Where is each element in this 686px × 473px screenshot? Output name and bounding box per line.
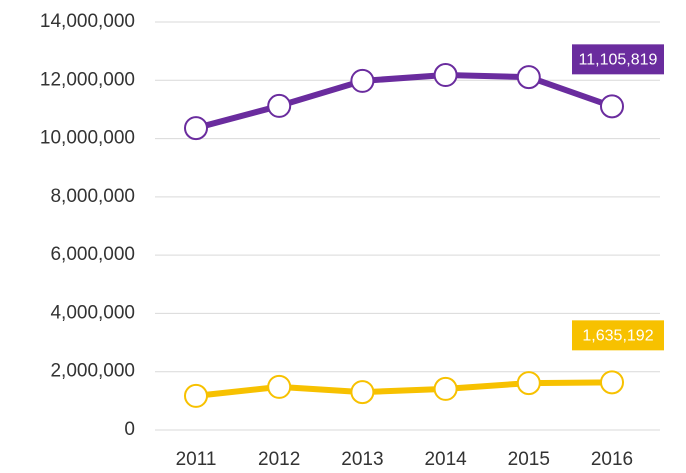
- point: [433, 376, 458, 401]
- series-line: [195, 379, 613, 399]
- point: [184, 116, 208, 141]
- value-label: 1,635,192: [582, 328, 653, 345]
- value-label: 11,105,819: [579, 52, 658, 69]
- y-tick-label: 14,000,000: [40, 11, 135, 32]
- point: [516, 371, 541, 396]
- y-tick-label: 6,000,000: [50, 244, 135, 265]
- point: [350, 380, 375, 405]
- point: [433, 63, 458, 88]
- point: [267, 374, 292, 399]
- value-label-box: [572, 44, 664, 75]
- x-tick-label: 2014: [424, 449, 467, 470]
- y-tick-label: 2,000,000: [50, 361, 135, 382]
- point: [600, 370, 624, 395]
- point: [600, 94, 624, 119]
- series-line: [195, 72, 613, 131]
- y-tick-label: 12,000,000: [40, 69, 135, 90]
- value-label-box: [572, 320, 664, 351]
- point: [267, 93, 292, 118]
- point: [516, 65, 541, 90]
- x-tick-label: 2013: [341, 449, 383, 470]
- y-tick-label: 0: [124, 419, 135, 440]
- point: [184, 383, 208, 408]
- x-tick-label: 2016: [591, 449, 633, 470]
- x-tick-label: 2012: [258, 449, 300, 470]
- y-tick-label: 4,000,000: [50, 302, 135, 323]
- y-tick-label: 10,000,000: [40, 128, 135, 149]
- x-tick-label: 2015: [508, 449, 550, 470]
- x-tick-label: 2011: [176, 449, 217, 470]
- y-tick-label: 8,000,000: [50, 186, 135, 207]
- point: [350, 68, 375, 93]
